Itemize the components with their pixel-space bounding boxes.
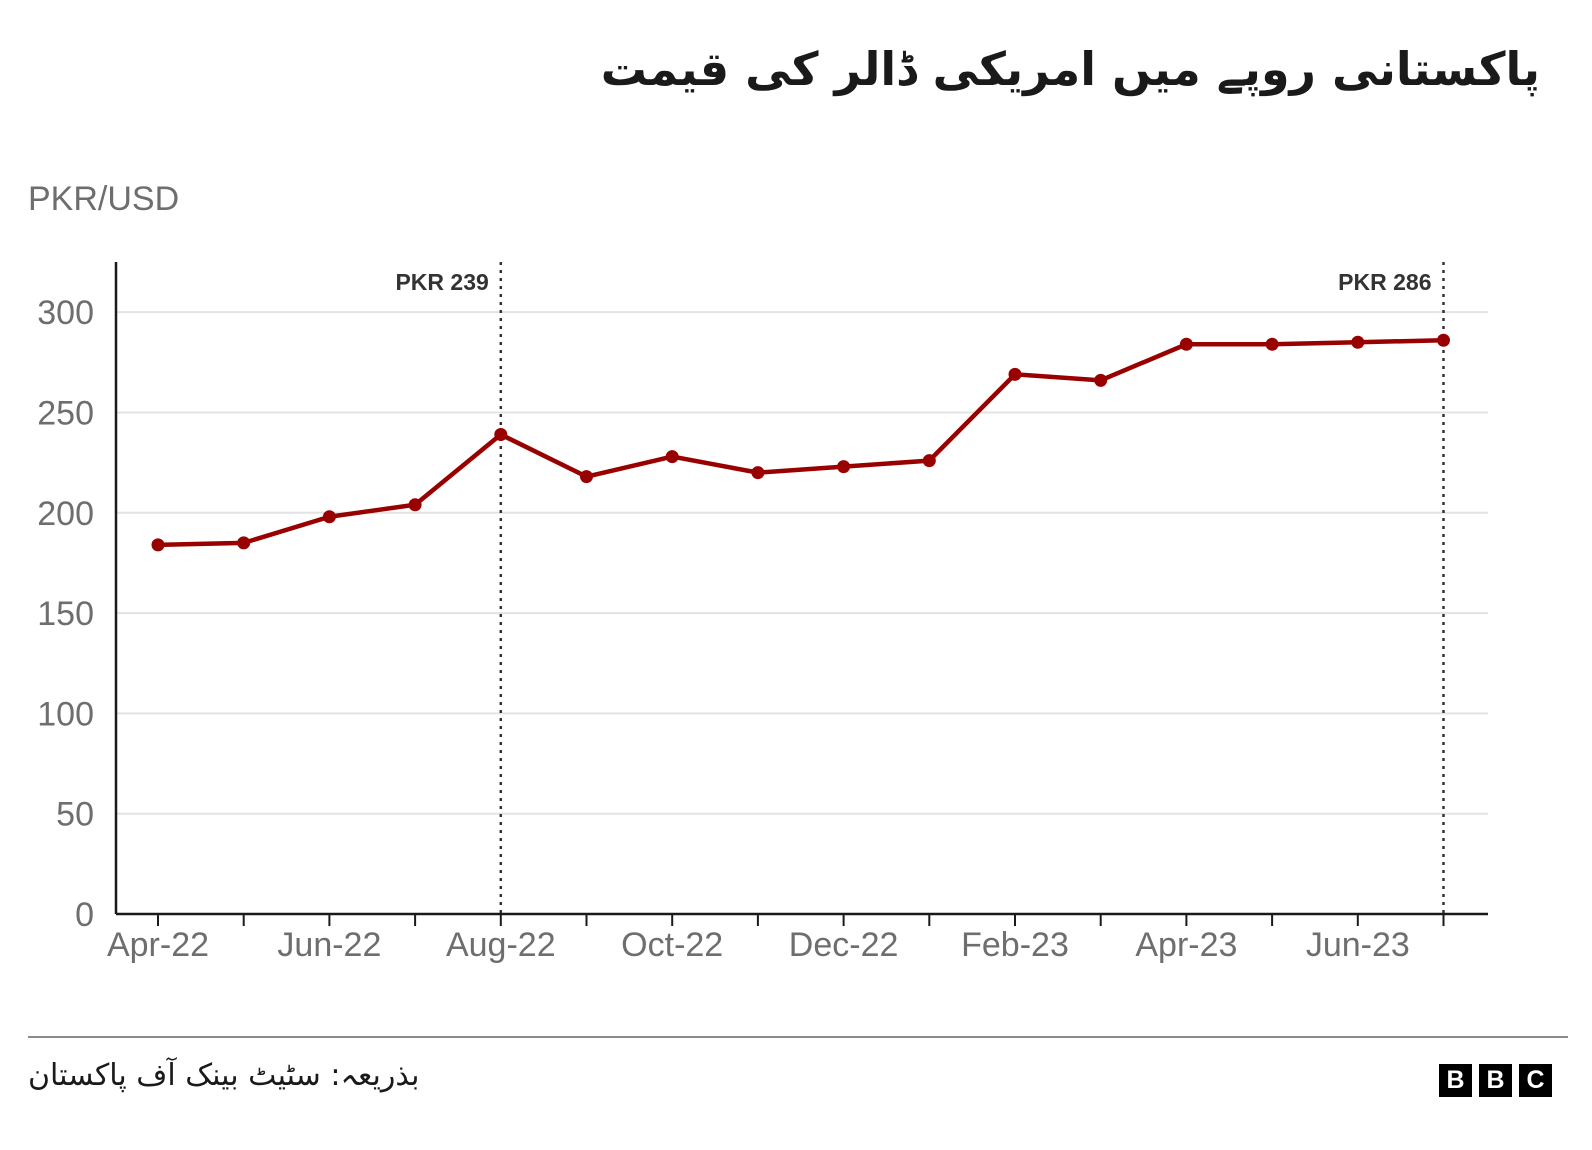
x-tick-label: Dec-22 (789, 926, 899, 964)
x-tick-label: Oct-22 (621, 926, 723, 964)
y-tick-label: 0 (75, 896, 94, 934)
data-point (237, 536, 251, 550)
x-tick-label: Jun-22 (277, 926, 381, 964)
data-point (494, 428, 508, 442)
y-tick-label: 100 (37, 695, 94, 733)
x-tick-label: Feb-23 (961, 926, 1069, 964)
data-point (1351, 335, 1365, 349)
y-tick-label: 300 (37, 294, 94, 332)
x-tick-label: Apr-22 (107, 926, 209, 964)
bbc-logo-letter: C (1519, 1064, 1552, 1097)
data-point (1437, 333, 1450, 347)
data-point (1094, 373, 1108, 387)
y-tick-label: 250 (37, 394, 94, 432)
x-tick-label: Jun-23 (1306, 926, 1410, 964)
line-chart: 0 50 100 150 200 250 300 Apr-22 Jun-22 Aug-22 Oct-… (37, 262, 1488, 964)
y-tick-label: 200 (37, 495, 94, 533)
data-point (408, 498, 422, 512)
y-axis-unit-label: PKR/USD (28, 180, 180, 218)
x-tick-label: Apr-23 (1135, 926, 1237, 964)
data-point (580, 470, 593, 484)
data-point (837, 460, 851, 474)
y-tick-label: 50 (56, 796, 94, 834)
data-point (1265, 337, 1279, 351)
series-line (157, 337, 1444, 548)
data-point (151, 538, 165, 552)
data-point (665, 450, 679, 464)
annotation-label: PKR 286 (1338, 269, 1431, 295)
data-point (751, 466, 765, 480)
y-tick-label: 150 (37, 595, 94, 633)
chart-title: پاکستانی روپے میں امریکی ڈالر کی قیمت (600, 42, 1540, 96)
bbc-logo-letter: B (1479, 1064, 1512, 1097)
data-point (922, 454, 936, 468)
annotation-label: PKR 239 (395, 269, 488, 295)
source-note: بذریعہ: سٹیٹ بینک آف پاکستان (28, 1058, 420, 1093)
x-tick-label: Aug-22 (446, 926, 556, 964)
bbc-logo: B B C (1439, 1064, 1552, 1097)
data-point (1008, 367, 1022, 381)
footer-divider (28, 1036, 1568, 1038)
data-point (1179, 337, 1193, 351)
bbc-logo-letter: B (1439, 1064, 1472, 1097)
data-point (322, 510, 336, 524)
